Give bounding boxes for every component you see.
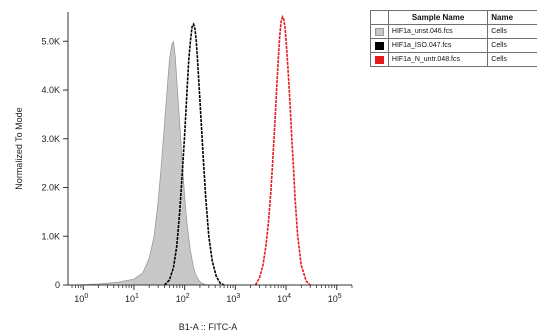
x-axis-title: B1-A :: FITC-A (179, 322, 238, 332)
x-tick-label: 104 (277, 293, 291, 304)
legend-population-name: Cells (491, 28, 507, 35)
legend-population-name: Cells (491, 42, 507, 49)
legend-swatch-cell (371, 53, 389, 66)
legend-header-swatch-cell (371, 11, 389, 24)
legend-swatch-cell (371, 39, 389, 52)
legend-table: Sample Name Name HIF1a_unst.046.fcs Cell… (370, 10, 537, 67)
x-tick-label: 103 (226, 293, 240, 304)
axes-layer (67, 12, 352, 286)
legend-row: HIF1a_N_untr.048.fcs Cells (371, 53, 537, 67)
y-tick-label: 4.0K (41, 85, 60, 95)
x-tick-label: 102 (176, 293, 190, 304)
legend-swatch-cell (371, 25, 389, 38)
y-tick-group: 0 1.0K 2.0K 3.0K 4.0K 5.0K (41, 36, 68, 290)
y-tick-label: 2.0K (41, 183, 60, 193)
legend-header-sample-name: Sample Name (389, 11, 489, 24)
legend-header-name: Name (491, 13, 514, 22)
legend-swatch-isotype (374, 41, 384, 50)
legend-swatch-unstained (374, 27, 384, 36)
y-axis-title: Normalized To Mode (14, 107, 24, 189)
legend-swatch-untreated (374, 55, 384, 64)
x-tick-label: 101 (125, 293, 139, 304)
y-tick-label: 3.0K (41, 134, 60, 144)
y-tick-label: 5.0K (41, 36, 60, 46)
series-unstained-area (75, 41, 209, 286)
legend-sample-name: HIF1a_ISO.047.fcs (389, 39, 489, 52)
series-isotype-line (163, 22, 225, 286)
legend-header-row: Sample Name Name (371, 11, 537, 25)
x-tick-label: 105 (328, 293, 342, 304)
legend-population-name: Cells (491, 56, 507, 63)
legend-sample-name: HIF1a_N_untr.048.fcs (389, 53, 489, 66)
y-tick-label: 0 (55, 280, 60, 290)
legend-row: HIF1a_unst.046.fcs Cells (371, 25, 537, 39)
legend-row: HIF1a_ISO.047.fcs Cells (371, 39, 537, 53)
x-tick-label: 100 (74, 293, 88, 304)
legend-sample-name: HIF1a_unst.046.fcs (389, 25, 489, 38)
series-layer (75, 14, 311, 286)
series-untreated-line (254, 14, 311, 286)
y-tick-label: 1.0K (41, 231, 60, 241)
x-tick-group: 100 101 102 103 104 105 (71, 285, 353, 304)
